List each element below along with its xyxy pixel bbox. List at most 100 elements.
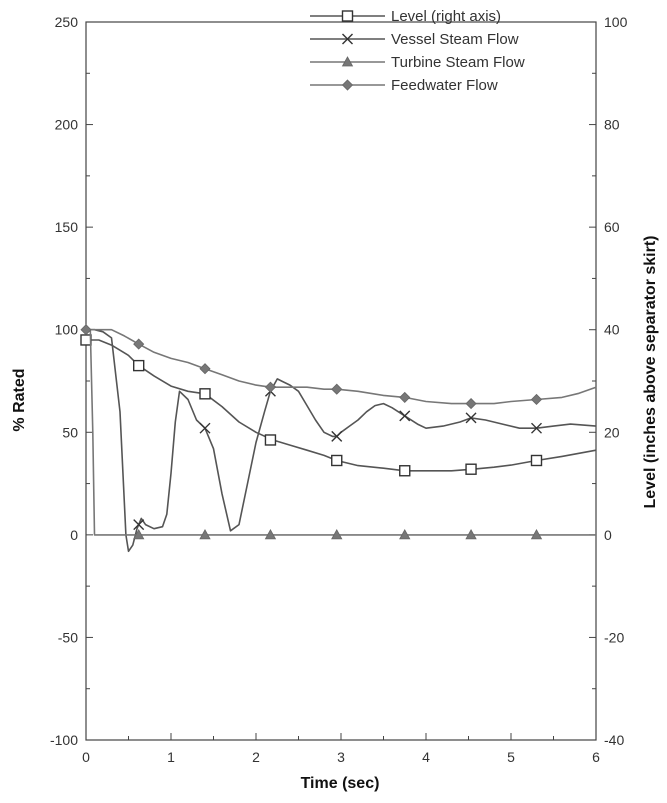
data-point [530, 393, 543, 406]
data-point [133, 529, 145, 540]
y2-tick-label: 20 [604, 424, 620, 440]
y-tick-label: 0 [70, 527, 78, 543]
marker-shape [133, 338, 145, 350]
marker-shape [465, 412, 477, 424]
y-tick-label: -50 [58, 629, 78, 645]
x-tick-label: 4 [422, 749, 430, 765]
marker-shape [399, 391, 411, 403]
y2-axis-title: Level (inches above separator skirt) [642, 236, 659, 509]
marker-shape [133, 529, 145, 540]
marker-shape [465, 463, 477, 475]
marker-shape [465, 529, 477, 540]
data-point [399, 391, 411, 403]
marker-shape [199, 363, 211, 375]
y-tick-label: 50 [62, 424, 78, 440]
data-point [80, 324, 92, 336]
y2-tick-label: -20 [604, 629, 624, 645]
legend-item-turbine-steam-flow: Turbine Steam Flow [310, 54, 525, 71]
y2-tick-label: 60 [604, 219, 620, 235]
series-turbine-steam-flow [86, 328, 596, 540]
series-level-right-axis [80, 334, 597, 477]
y2-tick-label: -40 [604, 732, 624, 748]
legend-label: Feedwater Flow [391, 77, 498, 94]
marker-shape [531, 422, 542, 434]
legend-item-vessel-steam-flow: Vessel Steam Flow [310, 31, 519, 48]
legend-marker [342, 33, 353, 45]
marker-shape [132, 359, 145, 372]
x-tick-label: 2 [252, 749, 260, 765]
marker-shape [331, 430, 343, 442]
data-point [264, 381, 277, 393]
y2-tick-label: 40 [604, 322, 620, 338]
data-point [465, 398, 477, 410]
legend-label: Level (right axis) [391, 8, 501, 25]
data-point [331, 454, 343, 467]
data-point [399, 465, 411, 477]
series-line-turbine-steam-flow [86, 328, 596, 536]
data-point [80, 334, 92, 346]
marker-shape [342, 33, 353, 45]
marker-shape [80, 334, 92, 346]
data-point [465, 412, 477, 424]
marker-shape [264, 434, 277, 446]
x-tick-label: 1 [167, 749, 175, 765]
marker-shape [331, 383, 343, 395]
data-point [199, 363, 211, 375]
series-feedwater-flow [80, 324, 597, 410]
marker-shape [399, 410, 411, 422]
data-point [133, 338, 145, 350]
x-tick-label: 0 [82, 749, 90, 765]
marker-shape [80, 324, 92, 336]
data-point [264, 434, 277, 446]
series-line-feedwater-flow [86, 328, 597, 405]
legend-label: Turbine Steam Flow [391, 54, 525, 71]
marker-shape [399, 465, 411, 477]
marker-shape [199, 529, 211, 540]
data-point [132, 359, 145, 372]
y2-tick-label: 100 [604, 14, 628, 30]
marker-shape [341, 56, 354, 67]
y-tick-label: 150 [55, 219, 79, 235]
data-point [399, 529, 411, 540]
x-tick-label: 3 [337, 749, 345, 765]
legend-label: Vessel Steam Flow [391, 31, 519, 48]
marker-shape [331, 529, 343, 540]
series-line-level-right-axis [86, 339, 597, 472]
y-axis-title: % Rated [11, 368, 28, 431]
marker-shape [530, 454, 543, 467]
data-point [465, 529, 477, 540]
marker-shape [199, 422, 211, 434]
marker-shape [133, 519, 145, 531]
right-axis-ticks: -40 -20 0 20 40 60 80 100 [589, 14, 628, 748]
data-point [399, 410, 411, 422]
data-point [133, 519, 145, 531]
marker-shape [465, 398, 477, 410]
legend-item-level-right-axis: Level (right axis) [310, 8, 501, 25]
x-tick-label: 5 [507, 749, 515, 765]
marker-shape [530, 393, 543, 406]
series-layer [80, 324, 597, 553]
left-axis-ticks: -100 -50 0 50 100 150 200 250 [50, 14, 93, 748]
marker-shape [399, 529, 411, 540]
data-point [331, 430, 343, 442]
x-tick-label: 6 [592, 749, 600, 765]
y-tick-label: 250 [55, 14, 79, 30]
x-axis-title: Time (sec) [301, 775, 380, 792]
data-point [199, 529, 211, 540]
series-vessel-steam-flow [86, 328, 597, 553]
data-point [530, 529, 543, 540]
y2-tick-label: 0 [604, 527, 612, 543]
marker-shape [264, 529, 277, 540]
data-point [465, 463, 477, 475]
data-point [199, 388, 211, 400]
marker-shape [341, 79, 354, 91]
legend-marker [341, 56, 354, 67]
legend-item-feedwater-flow: Feedwater Flow [310, 77, 498, 94]
data-point [331, 383, 343, 395]
y-tick-label: 100 [55, 322, 79, 338]
marker-shape [341, 10, 354, 22]
marker-shape [264, 381, 277, 393]
data-point [530, 454, 543, 467]
